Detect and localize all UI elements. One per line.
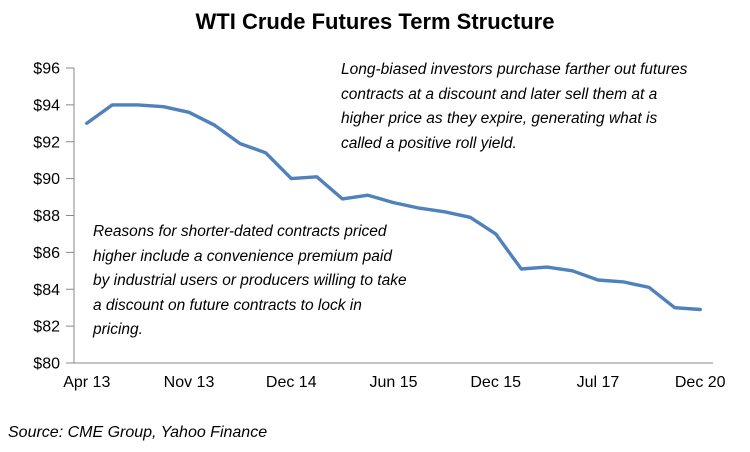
- source-caption: Source: CME Group, Yahoo Finance: [8, 424, 268, 441]
- price-line: [85, 103, 702, 312]
- annotation-convenience-premium: Reasons for shorter-dated contracts pric…: [93, 223, 407, 338]
- x-tick-label: Nov 13: [164, 374, 215, 391]
- chart-title: WTI Crude Futures Term Structure: [195, 9, 555, 34]
- y-tick-label: $80: [33, 356, 60, 373]
- x-tick-label: Dec 14: [266, 374, 317, 391]
- y-tick-label: $92: [33, 134, 60, 151]
- y-tick-label: $94: [33, 97, 60, 114]
- x-tick-label: Jul 17: [577, 374, 620, 391]
- x-tick-label: Jun 15: [369, 374, 417, 391]
- y-tick-label: $84: [33, 282, 60, 299]
- y-tick-label: $90: [33, 171, 60, 188]
- y-tick-label: $88: [33, 208, 60, 225]
- y-tick-label: $82: [33, 319, 60, 336]
- y-tick-label: $96: [33, 61, 60, 78]
- y-tick-label: $86: [33, 245, 60, 262]
- x-tick-label: Apr 13: [63, 374, 110, 391]
- x-tick-label: Dec 15: [470, 374, 521, 391]
- x-tick-label: Dec 20: [675, 374, 726, 391]
- annotation-roll-yield: Long-biased investors purchase farther o…: [341, 61, 688, 152]
